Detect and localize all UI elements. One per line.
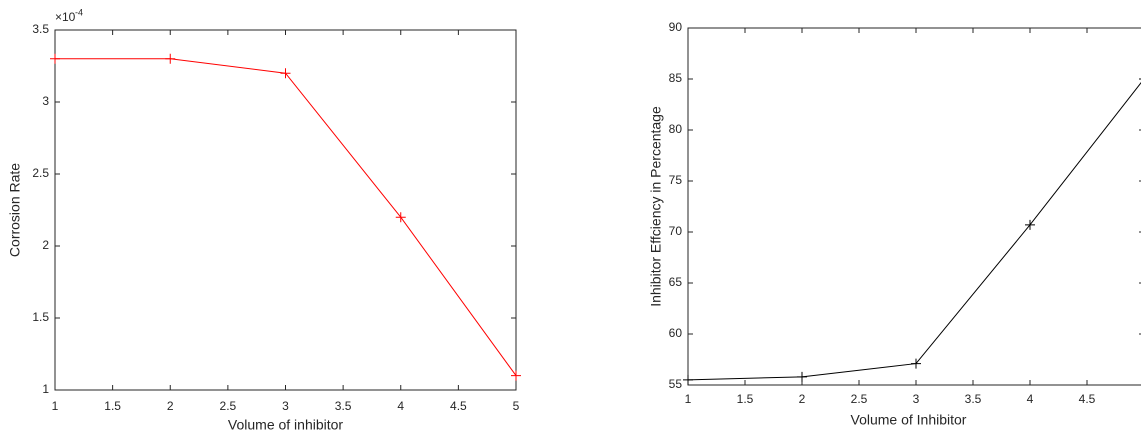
y-tick-label: 85	[669, 71, 683, 85]
y-axis-label: Inhibitor Effciency in Percentage	[648, 106, 664, 307]
x-tick-label: 4.5	[1079, 392, 1096, 406]
x-tick-label: 1.5	[737, 392, 754, 406]
y-tick-label: 3.5	[32, 22, 49, 36]
y-tick-label: 90	[669, 20, 683, 34]
y-tick-label: 1.5	[32, 310, 49, 324]
y-axis-label: Corrosion Rate	[7, 163, 23, 257]
y-tick-label: 75	[669, 173, 683, 187]
x-tick-label: 4	[397, 399, 404, 413]
y-tick-label: 55	[669, 377, 683, 391]
y-tick-label: 2	[42, 238, 49, 252]
y-tick-label: 2.5	[32, 166, 49, 180]
x-tick-label: 2	[799, 392, 806, 406]
x-tick-label: 1	[52, 399, 59, 413]
x-axis-label: Volume of Inhibitor	[851, 412, 967, 428]
x-tick-label: 3.5	[965, 392, 982, 406]
figure: 1 1.5 2 2.5 3 3.5 4 4.5 5 1 1.5 2 2.5 3 3.5 ×10-4 Volume…	[0, 0, 1141, 436]
x-axis-label: Volume of inhibitor	[228, 417, 344, 433]
y-tick-label: 70	[669, 224, 683, 238]
x-tick-label: 1.5	[104, 399, 121, 413]
axis-multiplier-exponent: -4	[75, 7, 83, 17]
plot-area	[55, 30, 516, 390]
y-tick-label: 3	[42, 94, 49, 108]
x-tick-label: 2	[167, 399, 174, 413]
x-tick-label: 1	[685, 392, 692, 406]
x-tick-label: 2.5	[851, 392, 868, 406]
x-tick-label: 4.5	[450, 399, 467, 413]
y-tick-label: 1	[42, 382, 49, 396]
x-tick-label: 4	[1027, 392, 1034, 406]
x-tick-label: 5	[513, 399, 520, 413]
y-tick-label: 80	[669, 122, 683, 136]
x-tick-label: 3	[913, 392, 920, 406]
x-tick-label: 2.5	[220, 399, 237, 413]
y-tick-label: 60	[669, 326, 683, 340]
x-tick-label: 3.5	[335, 399, 352, 413]
y-tick-label: 65	[669, 275, 683, 289]
x-tick-label: 3	[282, 399, 289, 413]
axis-multiplier: ×10	[55, 10, 76, 24]
plot-area	[688, 28, 1141, 385]
